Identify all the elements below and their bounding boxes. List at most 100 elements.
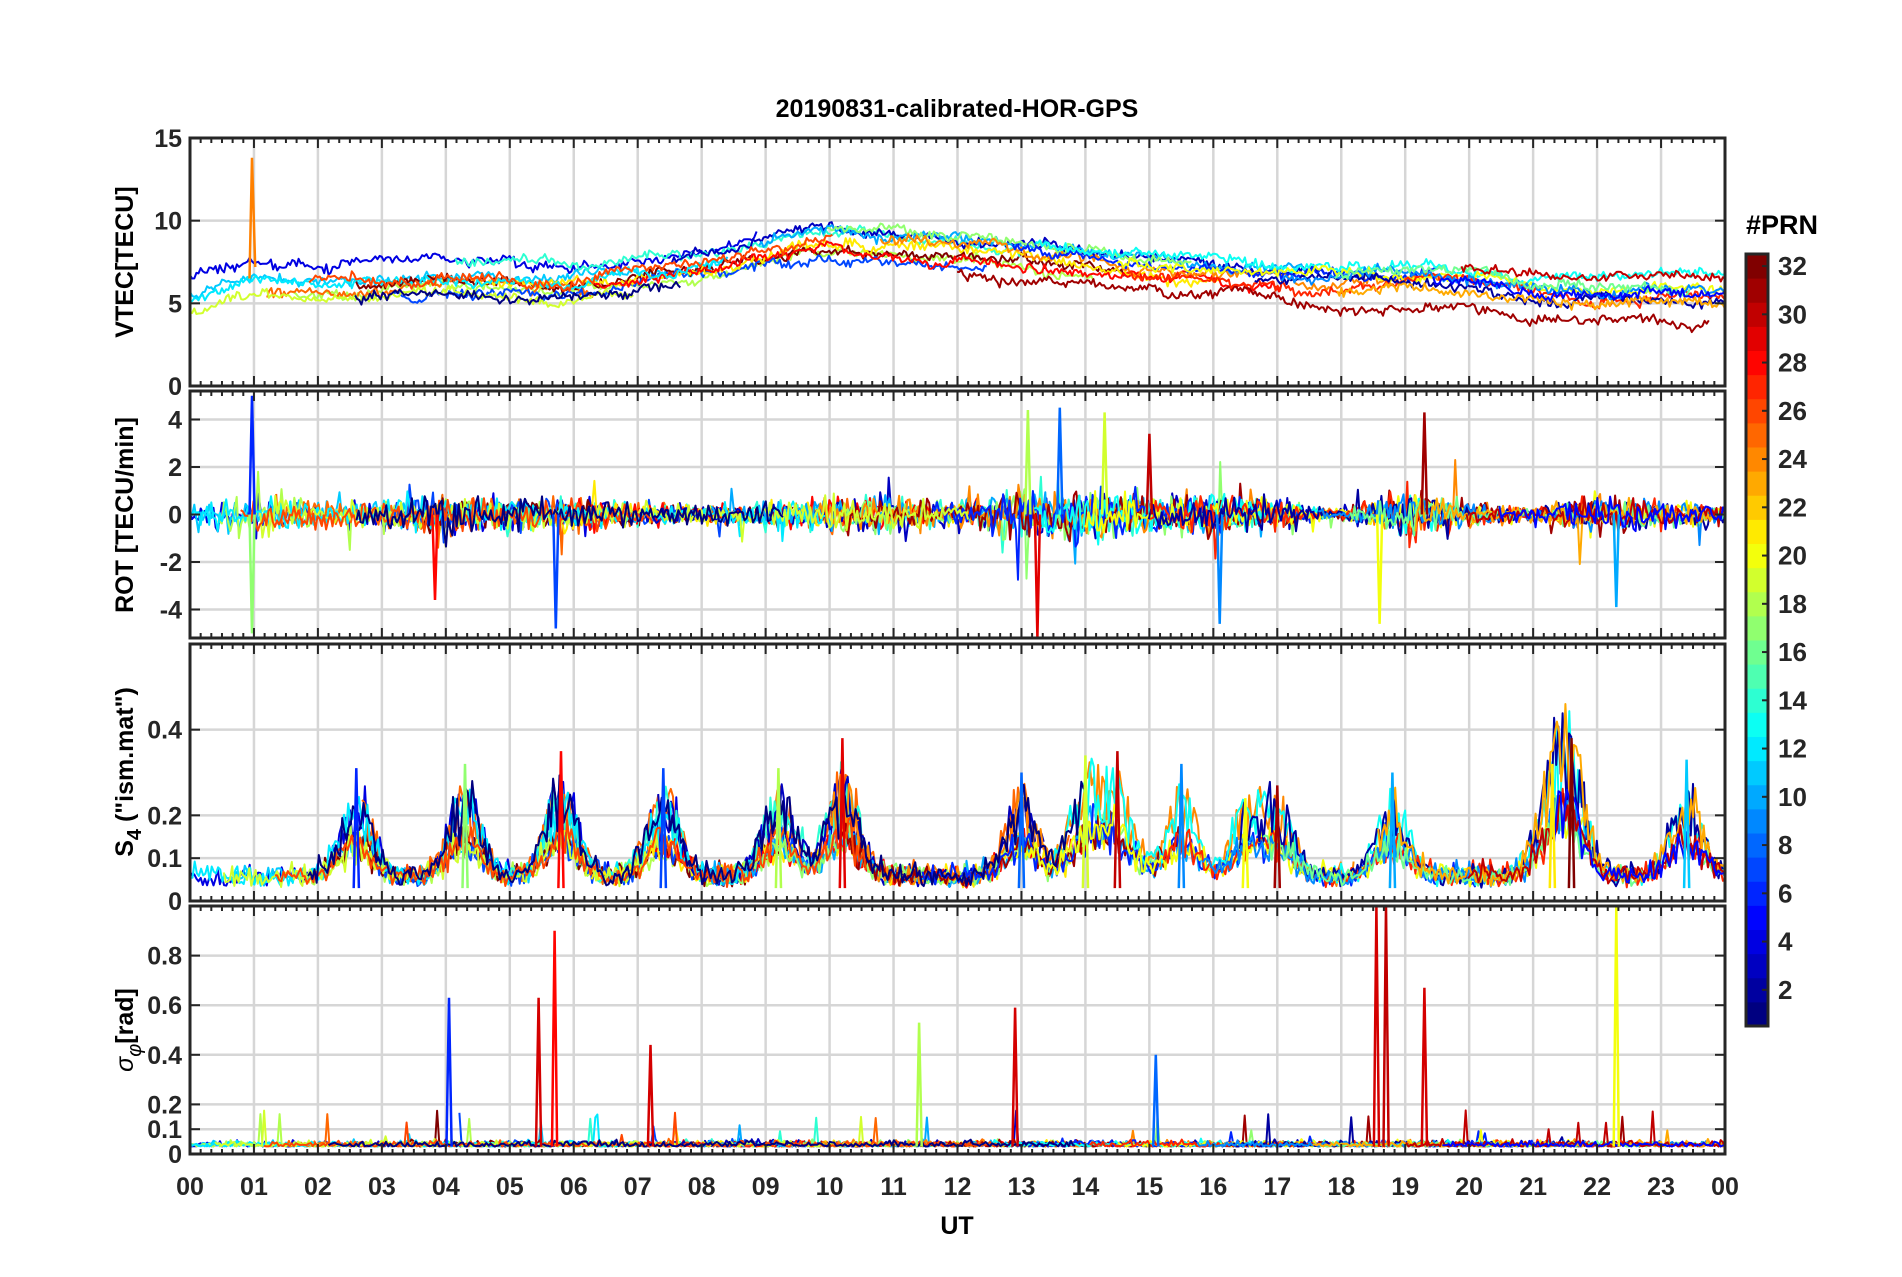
rot-spike xyxy=(1033,514,1042,638)
rot-y-tick-label: 2 xyxy=(168,454,182,482)
vtec-prn-series xyxy=(957,268,1710,334)
x-tick-label: 14 xyxy=(1072,1173,1100,1201)
vtec-y-tick-label: 0 xyxy=(168,373,182,401)
sigma-phi-ylabel-main: σ xyxy=(111,1056,139,1072)
chart-title: 20190831-calibrated-HOR-GPS xyxy=(776,95,1139,123)
s4-spike xyxy=(352,768,361,889)
rot-panel: -4 -2 0 2 4 xyxy=(160,389,1727,640)
sigma-phi-ylabel-rest: [rad] xyxy=(111,988,139,1044)
rot-spike xyxy=(1420,412,1429,515)
rot-prn-series xyxy=(1498,495,1725,533)
sigma_phi-y-tick-label: 0.8 xyxy=(147,943,182,971)
colorbar-tick-label: 16 xyxy=(1778,637,1807,667)
x-tick-label: 21 xyxy=(1519,1173,1547,1201)
colorbar-segment xyxy=(1746,495,1768,520)
sigma_phi-spike xyxy=(1011,1007,1019,1147)
rot-axes-frame xyxy=(188,389,1727,640)
s4-series-group xyxy=(190,703,1725,889)
sigma_phi-spike xyxy=(1382,906,1390,1147)
vtec-prn-series xyxy=(478,237,1222,289)
rot-spike xyxy=(1375,514,1384,624)
colorbar-segment xyxy=(1746,953,1768,979)
s4-y-tick-label: 0.1 xyxy=(147,845,182,873)
sigma_phi-y-tick-label: 0.1 xyxy=(147,1116,182,1144)
s4-spike xyxy=(1548,763,1557,889)
x-tick-label: 15 xyxy=(1135,1173,1163,1201)
colorbar-segment xyxy=(1746,326,1768,351)
colorbar-frame xyxy=(1744,252,1770,1028)
x-tick-label: 09 xyxy=(752,1173,780,1201)
s4-prn-series xyxy=(1377,703,1725,887)
colorbar-tick-label: 20 xyxy=(1778,541,1807,571)
rot-prn-series xyxy=(355,495,784,548)
vtec-spike xyxy=(248,157,257,279)
s4-prn-series xyxy=(1553,788,1725,884)
sigma_phi-spike xyxy=(1612,906,1621,1147)
vtec-prn-series xyxy=(1336,282,1725,311)
colorbar-segment xyxy=(1746,615,1768,641)
sigma_phi-grid xyxy=(190,906,1725,1154)
colorbar-tick-label: 26 xyxy=(1778,396,1807,426)
colorbar-segment xyxy=(1746,350,1768,376)
x-tick-label: 11 xyxy=(880,1173,907,1201)
colorbar-tick-label: 32 xyxy=(1778,251,1807,281)
x-axis-tick-labels: 00 01 02 03 04 05 06 07 08 09 10 11 12 13 14 15 16 17 18 19… xyxy=(176,1173,1739,1201)
rot-prn-series xyxy=(1149,480,1725,560)
s4-spike xyxy=(1682,759,1691,889)
colorbar-segment xyxy=(1746,808,1768,834)
s4-ylabel-rest: ("ism.mat") xyxy=(111,687,139,829)
sigma_phi-prn-series xyxy=(263,1111,998,1148)
x-tick-label: 01 xyxy=(240,1173,268,1201)
rot-spike xyxy=(1100,412,1109,515)
x-tick-label: 03 xyxy=(368,1173,396,1201)
s4-y-tick-label: 0 xyxy=(168,888,182,916)
rot-y-tick-label: 4 xyxy=(168,407,182,435)
x-tick-label: 23 xyxy=(1647,1173,1675,1201)
vtec-panel: 0 5 10 15 xyxy=(154,125,1727,401)
colorbar-segment xyxy=(1746,567,1768,593)
colorbar-tick-label: 14 xyxy=(1778,685,1807,715)
vtec-prn-series xyxy=(354,280,682,306)
s4-spike xyxy=(1177,763,1186,889)
vtec-ylabel: VTEC[TECU] xyxy=(111,186,139,337)
x-axis-label: UT xyxy=(940,1212,973,1240)
rot-spike xyxy=(431,514,439,601)
colorbar-segment xyxy=(1746,398,1768,424)
colorbar-tick-label: 24 xyxy=(1778,444,1807,474)
x-tick-label: 02 xyxy=(304,1173,332,1201)
rot-spike xyxy=(248,514,256,634)
colorbar-segment xyxy=(1746,302,1768,327)
s4-ylabel-main: S xyxy=(111,840,139,857)
colorbar-segment xyxy=(1746,254,1768,279)
colorbar-tick-label: 10 xyxy=(1778,782,1807,812)
x-tick-label: 13 xyxy=(1008,1173,1036,1201)
rot-spike xyxy=(1145,433,1154,515)
rot-ylabel: ROT [TECU/min] xyxy=(111,417,139,613)
s4-y-tick-label: 0.2 xyxy=(147,802,182,830)
colorbar-segment xyxy=(1746,905,1768,930)
x-tick-label: 04 xyxy=(432,1173,460,1201)
sigma_phi-ticks xyxy=(189,906,1726,1155)
colorbar-segment xyxy=(1746,447,1768,472)
colorbar-segment xyxy=(1746,543,1768,569)
s4-grid xyxy=(190,644,1725,901)
x-tick-label: 19 xyxy=(1391,1173,1419,1201)
sigma_phi-prn-series xyxy=(1442,1139,1725,1148)
rot-spike xyxy=(1612,514,1621,608)
s4-ticks xyxy=(189,644,1726,902)
sigma_phi-series-group xyxy=(190,906,1725,1148)
sigma_phi-spike xyxy=(915,1022,923,1147)
colorbar-segment xyxy=(1746,736,1768,762)
s4-prn-series xyxy=(307,774,1087,888)
s4-spike xyxy=(1388,772,1397,889)
sigma_phi-spike xyxy=(646,1044,655,1147)
rot-spike xyxy=(552,514,560,629)
colorbar-tick-label: 12 xyxy=(1778,734,1807,764)
sigma_phi-spike xyxy=(1372,906,1381,1147)
rot-spike xyxy=(1215,514,1224,624)
s4-spike xyxy=(1273,785,1282,889)
vtec-prn-series xyxy=(1432,275,1725,303)
colorbar-segment xyxy=(1746,833,1768,858)
sigma_phi-y-tick-label: 0.2 xyxy=(147,1091,182,1119)
